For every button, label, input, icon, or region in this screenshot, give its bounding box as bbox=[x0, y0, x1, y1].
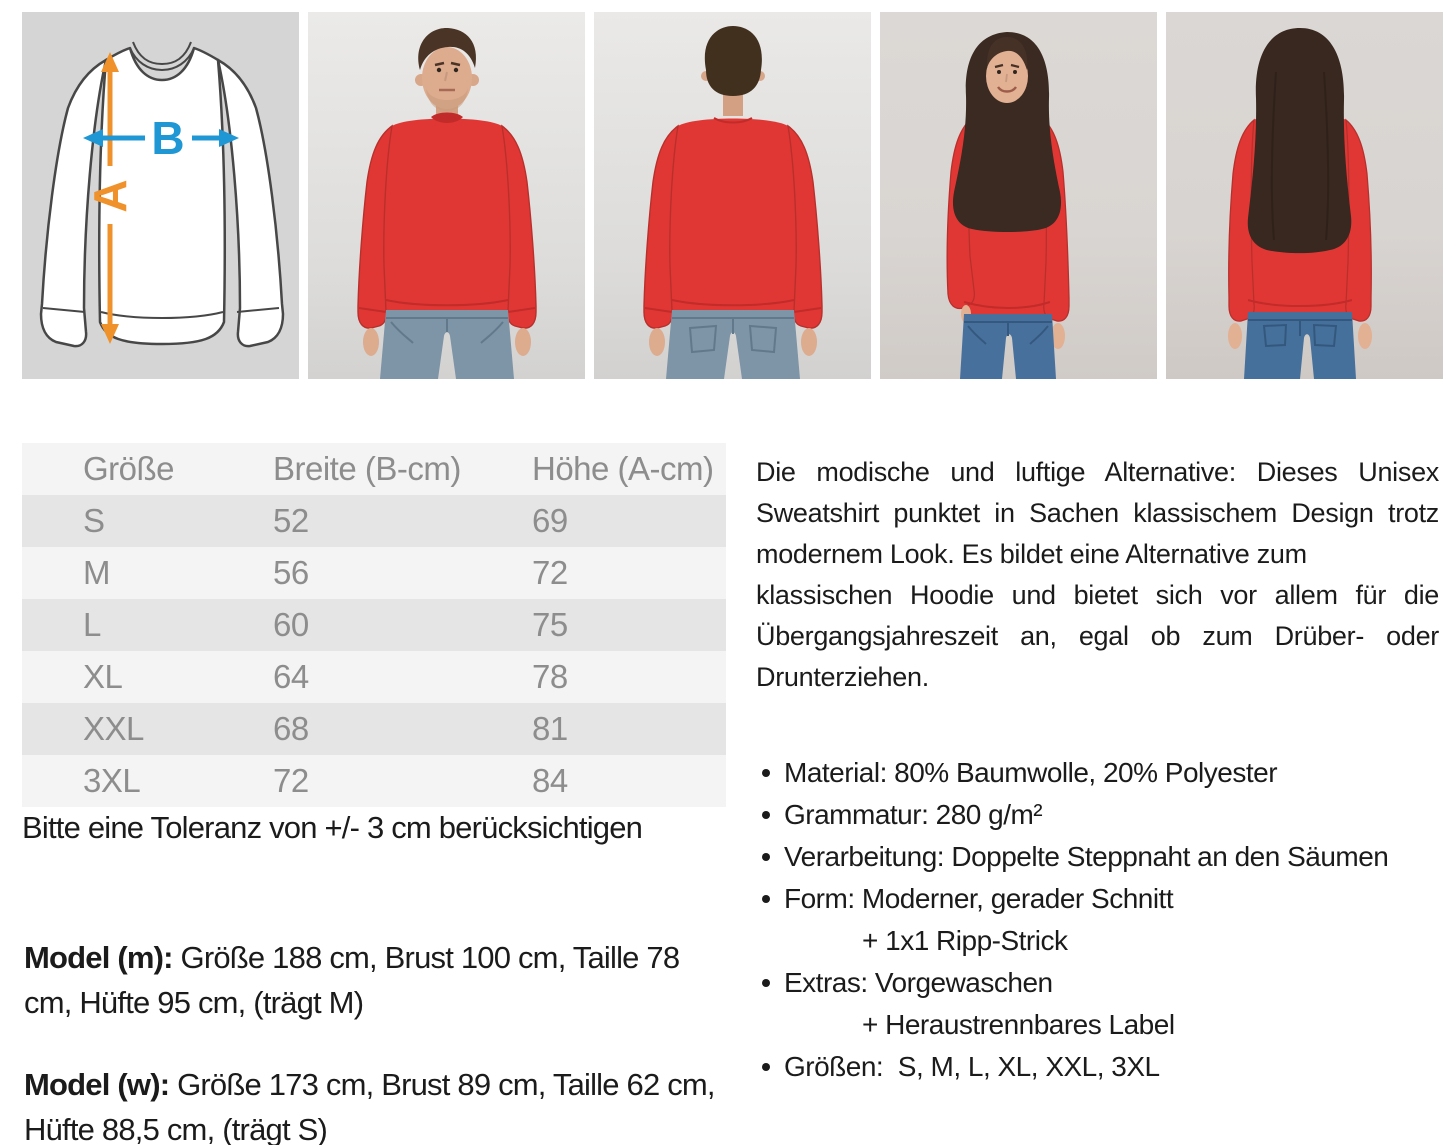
model-m-text: Größe 188 cm, Brust 100 cm, Taille 78 cm… bbox=[24, 940, 680, 1020]
tolerance-note: Bitte eine Toleranz von +/- 3 cm berücks… bbox=[22, 810, 643, 845]
spec-item-text: Verarbeitung: Doppelte Steppnaht an den … bbox=[784, 841, 1389, 872]
table-cell: 78 bbox=[532, 658, 568, 695]
label-a: A bbox=[84, 179, 136, 212]
table-cell: 3XL bbox=[83, 762, 141, 799]
table-cell: S bbox=[83, 502, 105, 539]
woman-front-photo bbox=[880, 12, 1157, 379]
model-m-label: Model (m): bbox=[24, 940, 174, 975]
man-front-photo bbox=[308, 12, 585, 379]
table-cell: 52 bbox=[273, 502, 309, 539]
column-header-width: Breite (B-cm) bbox=[273, 450, 461, 487]
woman-back-photo bbox=[1166, 12, 1443, 379]
description-line: klassischen Hoodie und bietet sich vor a… bbox=[756, 580, 1439, 610]
table-row: L 60 75 bbox=[22, 599, 726, 651]
table-cell: 69 bbox=[532, 502, 568, 539]
size-table: Größe Breite (B-cm) Höhe (A-cm) S 52 69 M 56… bbox=[22, 443, 726, 807]
man-back-photo bbox=[594, 12, 871, 379]
table-cell: XXL bbox=[83, 710, 144, 747]
spec-item: Verarbeitung: Doppelte Steppnaht an den … bbox=[756, 836, 1445, 878]
description-line: Sweatshirt punktet in Sachen klassischem… bbox=[756, 498, 1439, 528]
description-line: modernem Look. Es bildet eine Alternativ… bbox=[756, 539, 1307, 569]
sweatshirt-measure-diagram-icon: A B bbox=[22, 12, 299, 379]
table-cell: XL bbox=[83, 658, 123, 695]
size-table-header: Größe Breite (B-cm) Höhe (A-cm) bbox=[22, 443, 726, 495]
model-m-info: Model (m): Größe 188 cm, Brust 100 cm, T… bbox=[24, 935, 730, 1025]
model-w-label: Model (w): bbox=[24, 1067, 170, 1102]
table-cell: 68 bbox=[273, 710, 309, 747]
column-header-height: Höhe (A-cm) bbox=[532, 450, 714, 487]
spec-item-text: Material: 80% Baumwolle, 20% Polyester bbox=[784, 757, 1278, 788]
spec-item: Material: 80% Baumwolle, 20% Polyester bbox=[756, 752, 1445, 794]
table-row: S 52 69 bbox=[22, 495, 726, 547]
spec-item-text: Extras: Vorgewaschen bbox=[784, 967, 1053, 998]
table-cell: 60 bbox=[273, 606, 309, 643]
description-line: Die modische und luftige Alternative: Di… bbox=[756, 457, 1439, 487]
table-cell: M bbox=[83, 554, 111, 591]
spec-item-text: Form: Moderner, gerader Schnitt bbox=[784, 883, 1174, 914]
table-cell: 75 bbox=[532, 606, 568, 643]
description-line: Übergangsjahreszeit an, egal ob zum Drüb… bbox=[756, 621, 1439, 651]
spec-list: Material: 80% Baumwolle, 20% Polyester Gr… bbox=[756, 752, 1445, 1088]
photo-man-back bbox=[594, 12, 871, 379]
spec-item-text: Größen: S, M, L, XL, XXL, 3XL bbox=[784, 1051, 1160, 1082]
size-table-body: S 52 69 M 56 72 L 60 75 XL 64 78 XXL 68 81 3XL 72 84 bbox=[22, 495, 726, 807]
table-cell: 64 bbox=[273, 658, 309, 695]
label-b: B bbox=[151, 112, 184, 164]
table-cell: 84 bbox=[532, 762, 568, 799]
description-paragraph: Die modische und luftige Alternative: Di… bbox=[756, 452, 1439, 698]
spec-item-text: Grammatur: 280 g/m² bbox=[784, 799, 1043, 830]
table-row: XXL 68 81 bbox=[22, 703, 726, 755]
table-cell: 72 bbox=[532, 554, 568, 591]
table-row: 3XL 72 84 bbox=[22, 755, 726, 807]
table-cell: L bbox=[83, 606, 101, 643]
spec-item: Extras: Vorgewaschen + Heraustrennbares L… bbox=[756, 962, 1445, 1046]
table-cell: 72 bbox=[273, 762, 309, 799]
model-w-info: Model (w): Größe 173 cm, Brust 89 cm, Ta… bbox=[24, 1062, 730, 1145]
description-line: Drunterziehen. bbox=[756, 662, 929, 692]
photo-man-front bbox=[308, 12, 585, 379]
model-w-text: Größe 173 cm, Brust 89 cm, Taille 62 cm,… bbox=[24, 1067, 716, 1145]
column-header-size: Größe bbox=[83, 450, 175, 487]
table-row: XL 64 78 bbox=[22, 651, 726, 703]
product-image-strip: A B bbox=[22, 12, 1443, 379]
spec-item: Grammatur: 280 g/m² bbox=[756, 794, 1445, 836]
photo-woman-front bbox=[880, 12, 1157, 379]
size-diagram: A B bbox=[22, 12, 299, 379]
table-cell: 81 bbox=[532, 710, 568, 747]
spec-item-continuation: + 1x1 Ripp-Strick bbox=[862, 925, 1068, 956]
height-arrow-a: A bbox=[84, 52, 136, 344]
spec-item: Form: Moderner, gerader Schnitt + 1x1 Rip… bbox=[756, 878, 1445, 962]
table-row: M 56 72 bbox=[22, 547, 726, 599]
photo-woman-back bbox=[1166, 12, 1443, 379]
table-cell: 56 bbox=[273, 554, 309, 591]
spec-item-continuation: + Heraustrennbares Label bbox=[862, 1009, 1175, 1040]
spec-item: Größen: S, M, L, XL, XXL, 3XL bbox=[756, 1046, 1445, 1088]
width-arrow-b: B bbox=[83, 112, 239, 164]
